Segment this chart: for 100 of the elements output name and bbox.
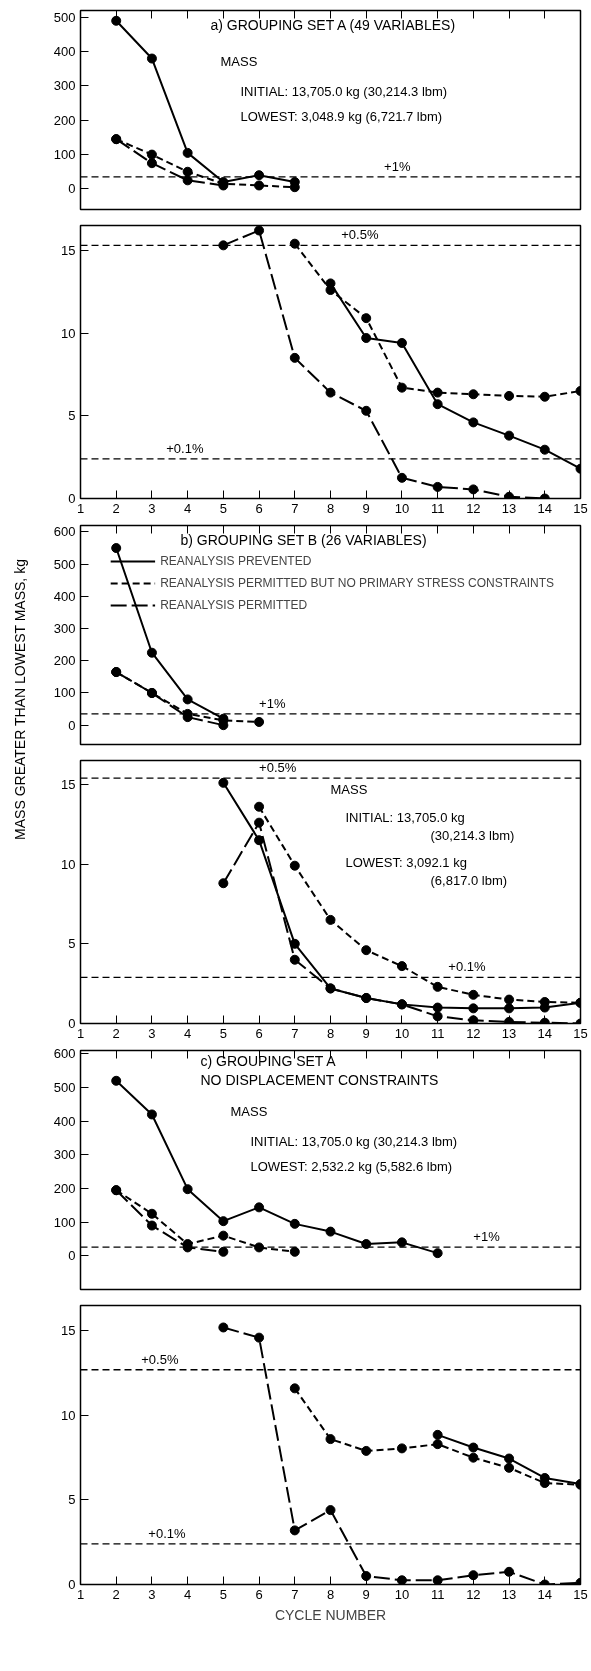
y-tick-label: 400 [53, 44, 76, 60]
annotation: INITIAL: 13,705.0 kg (30,214.3 lbm) [240, 83, 448, 99]
y-tick-label: 15 [61, 242, 76, 258]
y-tick-label: 0 [68, 717, 76, 733]
x-tick-label: 7 [291, 1586, 299, 1602]
y-tick-label: 400 [53, 588, 76, 604]
x-tick-label: 4 [184, 1025, 192, 1041]
x-tick-label: 14 [537, 1025, 553, 1041]
x-tick-label: 13 [501, 1025, 517, 1041]
x-tick-label: 8 [326, 500, 335, 516]
x-tick-label: 13 [501, 1586, 517, 1602]
legend-label: REANALYSIS PERMITTED [160, 598, 308, 612]
x-tick-label: 4 [184, 500, 192, 516]
x-tick-label: 3 [148, 500, 156, 516]
y-tick-label: 200 [53, 1181, 76, 1197]
x-tick-label: 10 [394, 500, 410, 516]
x-tick-label: 5 [219, 1586, 227, 1602]
x-tick-label: 14 [537, 1586, 553, 1602]
annotation: +0.1% [148, 1525, 187, 1541]
annotation: INITIAL: 13,705.0 kg [345, 809, 465, 825]
x-tick-label: 15 [573, 1025, 588, 1041]
annotation: MASS [330, 781, 368, 797]
annotation: +0.5% [141, 1351, 179, 1367]
y-tick-label: 0 [68, 181, 76, 197]
y-tick-label: 10 [61, 1407, 76, 1423]
x-tick-label: 9 [362, 500, 370, 516]
x-tick-label: 15 [573, 1586, 588, 1602]
x-tick-label: 12 [466, 1586, 481, 1602]
annotation: LOWEST: 3,048.9 kg (6,721.7 lbm) [240, 108, 443, 124]
annotation: +0.5% [341, 227, 379, 243]
legend-label: REANALYSIS PREVENTED [160, 554, 312, 568]
y-tick-label: 15 [61, 1323, 76, 1339]
y-tick-label: 300 [53, 78, 76, 94]
x-tick-label: 5 [219, 500, 227, 516]
x-tick-label: 8 [326, 1586, 335, 1602]
y-tick-label: 500 [53, 556, 76, 572]
y-tick-label: 400 [53, 1113, 76, 1129]
annotation: LOWEST: 3,092.1 kg [345, 854, 467, 870]
annotation: +0.1% [448, 959, 487, 975]
y-tick-label: 0 [68, 1577, 76, 1592]
x-tick-label: 12 [466, 1025, 481, 1041]
x-tick-label: 4 [184, 1586, 192, 1602]
x-tick-label: 11 [430, 500, 445, 516]
x-tick-label: 1 [76, 1586, 85, 1602]
x-tick-label: 10 [394, 1025, 410, 1041]
annotation: INITIAL: 13,705.0 kg (30,214.3 lbm) [250, 1133, 458, 1149]
y-tick-label: 300 [53, 1147, 76, 1163]
x-tick-label: 1 [76, 500, 85, 516]
annotation: +1% [384, 158, 411, 174]
y-tick-label: 600 [53, 1046, 76, 1062]
x-tick-label: 9 [362, 1025, 370, 1041]
x-tick-label: 10 [394, 1586, 410, 1602]
y-axis-title: MASS GREATER THAN LOWEST MASS, kg [12, 559, 29, 840]
y-tick-label: 300 [53, 621, 76, 637]
x-tick-label: 1 [76, 1025, 85, 1041]
x-tick-label: 8 [326, 1025, 335, 1041]
y-tick-label: 200 [53, 112, 76, 128]
x-tick-label: 13 [501, 500, 517, 516]
x-tick-label: 7 [291, 500, 299, 516]
x-tick-label: 2 [112, 1025, 120, 1041]
y-tick-label: 10 [61, 325, 76, 341]
x-tick-label: 15 [573, 500, 588, 516]
text: b) GROUPING SET B (26 VARIABLES) [180, 531, 427, 548]
legend-label: REANALYSIS PERMITTED BUT NO PRIMARY STRESS CONSTRAINTS [160, 576, 554, 590]
y-tick-label: 600 [53, 524, 76, 540]
y-tick-label: 200 [53, 653, 76, 669]
x-tick-label: 14 [537, 500, 553, 516]
x-tick-label: 7 [291, 1025, 299, 1041]
y-tick-label: 0 [68, 1248, 76, 1264]
y-tick-label: 5 [68, 936, 76, 952]
y-tick-label: 5 [68, 1492, 76, 1508]
x-tick-label: 2 [112, 500, 120, 516]
y-tick-label: 0 [68, 491, 76, 506]
y-tick-label: 500 [53, 1080, 76, 1096]
y-tick-label: 10 [61, 856, 76, 872]
x-tick-label: 11 [430, 1586, 445, 1602]
chart-title: a) GROUPING SET A (49 VARIABLES) [210, 16, 456, 33]
x-tick-label: 2 [112, 1586, 120, 1602]
x-tick-label: 3 [148, 1586, 156, 1602]
y-tick-label: 15 [61, 776, 76, 792]
annotation: +0.1% [166, 440, 204, 456]
y-tick-label: 5 [68, 408, 76, 424]
x-axis-title: CYCLE NUMBER [274, 1606, 387, 1623]
annotation: (6,817.0 lbm) [430, 872, 508, 888]
annotation: +1% [473, 1229, 501, 1245]
annotation: LOWEST: 2,532.2 kg (5,582.6 lbm) [250, 1158, 453, 1174]
annotation: +1% [259, 695, 286, 711]
x-tick-label: 6 [255, 1025, 263, 1041]
annotation: +0.5% [259, 760, 297, 776]
x-tick-label: 5 [219, 1025, 227, 1041]
y-tick-label: 100 [53, 1214, 76, 1230]
x-tick-label: 12 [466, 500, 481, 516]
x-tick-label: 11 [430, 1025, 445, 1041]
y-tick-label: 100 [53, 147, 76, 163]
x-tick-label: 3 [148, 1025, 156, 1041]
x-tick-label: 6 [255, 500, 263, 516]
annotation: MASS [230, 1103, 268, 1119]
annotation: (30,214.3 lbm) [430, 827, 515, 843]
x-tick-label: 9 [362, 1586, 370, 1602]
y-tick-label: 500 [53, 9, 76, 25]
